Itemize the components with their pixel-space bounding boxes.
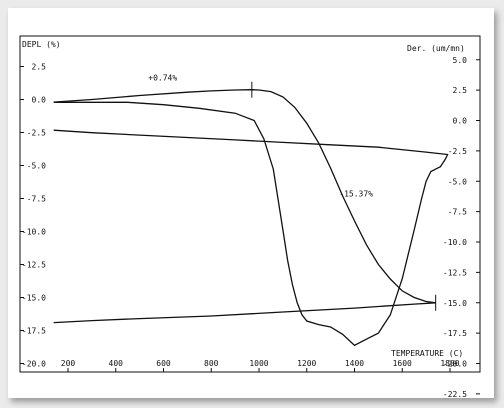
right-tick-label: -7.5 bbox=[448, 208, 467, 217]
left-tick-label: 0.0 bbox=[32, 96, 47, 105]
left-axis-label: DEPL (%) bbox=[22, 40, 61, 49]
left-tick-label: -17.5 bbox=[22, 327, 46, 336]
right-tick-label: -15.0 bbox=[443, 299, 467, 308]
left-tick-label: -2.5 bbox=[27, 129, 46, 138]
x-tick-label: 1800 bbox=[440, 359, 459, 368]
right-axis-label: Der. (um/mn) bbox=[407, 44, 465, 53]
x-tick-label: 1400 bbox=[345, 359, 364, 368]
x-tick-label: 1200 bbox=[297, 359, 316, 368]
x-tick-label: 800 bbox=[204, 359, 219, 368]
x-tick-label: 400 bbox=[109, 359, 124, 368]
left-tick-label: -15.0 bbox=[22, 294, 46, 303]
right-tick-label: -5.0 bbox=[448, 177, 467, 186]
dilatometry-chart: DEPL (%) Der. (um/mn) TEMPERATURE (C) 20… bbox=[19, 35, 481, 398]
annotation-label: -15.37% bbox=[339, 190, 373, 199]
right-tick-label: 5.0 bbox=[453, 56, 468, 65]
left-tick-label: -5.0 bbox=[27, 162, 46, 171]
right-tick-label: 0.0 bbox=[453, 117, 468, 126]
left-tick-label: -20.0 bbox=[22, 360, 46, 369]
right-tick-label: -22.5 bbox=[443, 390, 467, 398]
right-tick-label: -2.5 bbox=[448, 147, 467, 156]
annotation-label: +0.74% bbox=[148, 73, 177, 82]
right-tick-label: -17.5 bbox=[443, 329, 467, 338]
dilatation-curve bbox=[53, 89, 436, 324]
chart-card: DEPL (%) Der. (um/mn) TEMPERATURE (C) 20… bbox=[8, 8, 494, 398]
left-tick-label: -10.0 bbox=[22, 228, 46, 237]
x-tick-label: 200 bbox=[61, 359, 76, 368]
left-tick-label: 2.5 bbox=[32, 63, 47, 72]
left-tick-label: -12.5 bbox=[22, 261, 46, 270]
x-axis-label: TEMPERATURE (C) bbox=[391, 349, 463, 358]
derivative-curve bbox=[53, 101, 449, 347]
right-tick-label: -20.0 bbox=[443, 360, 467, 369]
right-tick-label: -12.5 bbox=[443, 268, 467, 277]
plot-frame bbox=[19, 35, 481, 373]
x-tick-label: 1000 bbox=[249, 359, 268, 368]
x-tick-label: 600 bbox=[156, 359, 171, 368]
x-tick-label: 1600 bbox=[393, 359, 412, 368]
right-tick-label: 2.5 bbox=[453, 86, 468, 95]
left-tick-label: -7.5 bbox=[27, 195, 46, 204]
right-tick-label: -10.0 bbox=[443, 238, 467, 247]
